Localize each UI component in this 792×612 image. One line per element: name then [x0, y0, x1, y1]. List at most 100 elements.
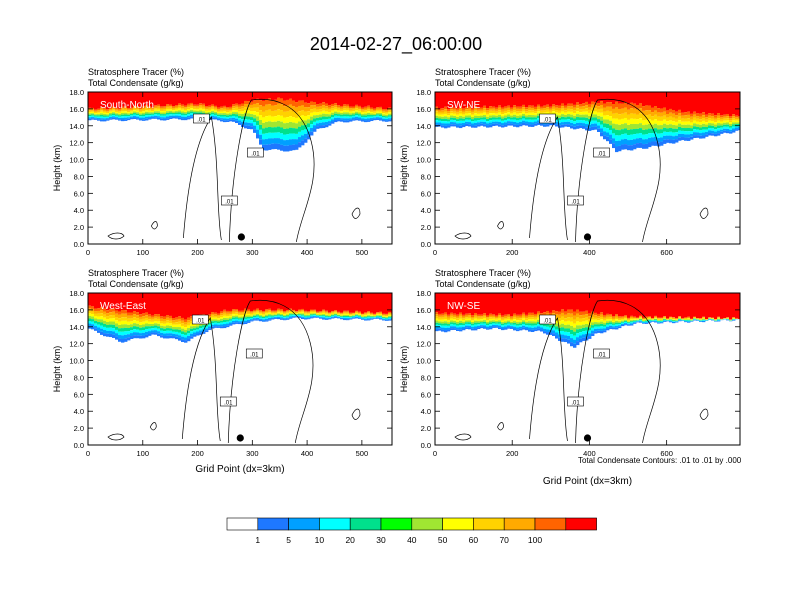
tracer-cell — [477, 314, 481, 317]
tracer-cell — [97, 327, 101, 331]
tracer-cell — [151, 330, 155, 333]
tracer-cell — [127, 108, 131, 110]
tracer-cell — [456, 321, 460, 324]
tracer-cell — [450, 293, 454, 313]
tracer-cell — [486, 108, 490, 111]
tracer-cell — [669, 319, 673, 320]
tracer-cell — [723, 92, 727, 115]
tracer-cell — [370, 315, 374, 317]
tracer-cell — [181, 114, 185, 117]
tracer-cell — [136, 110, 140, 113]
tracer-cell — [301, 130, 305, 136]
tracer-cell — [603, 324, 607, 327]
y-tick-label: 14.0 — [416, 323, 431, 332]
tracer-cell — [546, 310, 550, 314]
tracer-cell — [597, 106, 601, 110]
tracer-cell — [295, 315, 299, 317]
tracer-cell — [232, 114, 236, 116]
tracer-cell — [223, 313, 227, 316]
tracer-cell — [669, 128, 673, 132]
tracer-cell — [534, 108, 538, 112]
tracer-cell — [184, 329, 188, 333]
tracer-cell — [364, 315, 368, 317]
tracer-cell — [540, 323, 544, 326]
tracer-cell — [364, 110, 368, 112]
tracer-cell — [450, 92, 454, 107]
tracer-cell — [127, 116, 131, 118]
tracer-cell — [735, 120, 739, 123]
tracer-cell — [130, 116, 134, 118]
tracer-cell — [555, 105, 559, 108]
tracer-cell — [388, 312, 392, 314]
tracer-cell — [633, 322, 637, 324]
tracer-cell — [450, 312, 454, 315]
tracer-cell — [609, 102, 613, 107]
tracer-cell — [157, 314, 161, 317]
tracer-cell — [121, 331, 125, 336]
tracer-cell — [124, 106, 128, 108]
tracer-cell — [603, 115, 607, 120]
tracer-cell — [172, 106, 176, 108]
tracer-cell — [642, 319, 646, 321]
tracer-cell — [382, 117, 386, 119]
tracer-cell — [139, 333, 143, 336]
tracer-cell — [609, 134, 613, 140]
y-axis-label: Height (km) — [52, 145, 62, 192]
tracer-cell — [322, 309, 326, 311]
tracer-cell — [232, 119, 236, 122]
tracer-cell — [238, 104, 242, 107]
tracer-cell — [654, 136, 658, 142]
tracer-cell — [145, 110, 149, 112]
tracer-cell — [322, 113, 326, 117]
tracer-cell — [699, 127, 703, 131]
tracer-cell — [268, 314, 272, 316]
tracer-cell — [666, 92, 670, 111]
tracer-cell — [444, 111, 448, 114]
tracer-cell — [352, 119, 356, 121]
tracer-cell — [504, 120, 508, 123]
tracer-cell — [310, 310, 314, 312]
tracer-cell — [651, 112, 655, 117]
tracer-cell — [564, 110, 568, 113]
tracer-cell — [594, 324, 598, 327]
tracer-cell — [112, 116, 116, 118]
tracer-cell — [537, 118, 541, 121]
tracer-cell — [325, 310, 329, 312]
tracer-cell — [669, 120, 673, 125]
tracer-cell — [277, 316, 281, 319]
tracer-cell — [624, 128, 628, 134]
tracer-cell — [660, 92, 664, 109]
tracer-cell — [456, 92, 460, 109]
tracer-cell — [492, 106, 496, 109]
tracer-cell — [444, 325, 448, 328]
tracer-cell — [163, 319, 167, 322]
tracer-cell — [220, 114, 224, 117]
tracer-cell — [250, 320, 254, 322]
tracer-cell — [606, 315, 610, 318]
tracer-cell — [250, 317, 254, 320]
tracer-cell — [477, 293, 481, 315]
tracer-cell — [346, 108, 350, 111]
tracer-cell — [235, 308, 239, 311]
tracer-cell — [196, 109, 200, 111]
tracer-cell — [561, 316, 565, 321]
y-tick-label: 18.0 — [416, 289, 431, 298]
tracer-cell — [280, 314, 284, 316]
tracer-cell — [654, 123, 658, 129]
tracer-cell — [456, 325, 460, 328]
tracer-cell — [160, 332, 164, 336]
tracer-cell — [220, 109, 224, 112]
tracer-cell — [678, 123, 682, 128]
tracer-cell — [304, 129, 308, 134]
tracer-cell — [549, 92, 553, 107]
tracer-cell — [462, 293, 466, 315]
tracer-cell — [537, 322, 541, 325]
tracer-cell — [367, 319, 371, 321]
tracer-cell — [151, 326, 155, 329]
tracer-cell — [570, 122, 574, 126]
tracer-cell — [510, 316, 514, 318]
tracer-cell — [355, 312, 359, 314]
tracer-cell — [630, 129, 634, 135]
tracer-cell — [558, 110, 562, 113]
tracer-cell — [172, 318, 176, 321]
